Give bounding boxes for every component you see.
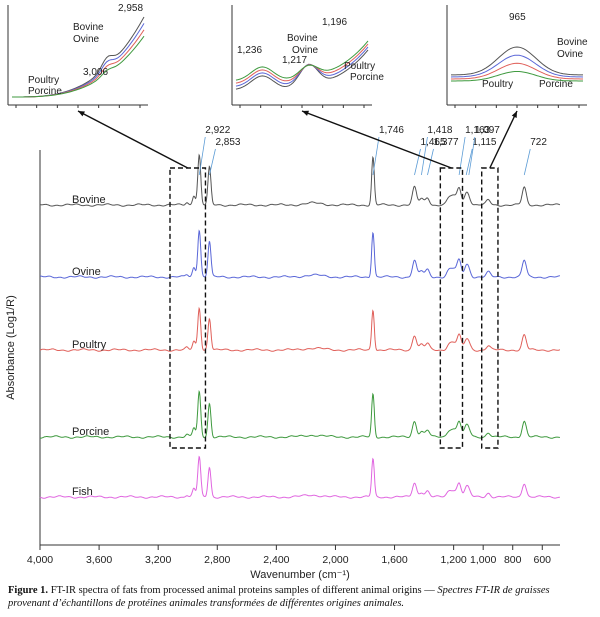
inset-series-line xyxy=(451,71,583,82)
peak-label: 1,115 xyxy=(472,137,497,148)
series-line-ovine xyxy=(40,229,560,279)
zoom-arrow-head xyxy=(511,111,517,118)
caption-french: Spectres FT-IR de graisses provenant d’é… xyxy=(8,585,550,609)
peak-label: 1,418 xyxy=(427,125,452,136)
x-axis-title: Wavenumber (cm⁻¹) xyxy=(250,569,350,581)
x-tick-label: 600 xyxy=(534,554,552,566)
series-label-bovine: Bovine xyxy=(72,194,106,206)
zoom-arrow xyxy=(489,110,518,169)
inset-legend-label: Ovine xyxy=(557,49,584,60)
series-label-porcine: Porcine xyxy=(72,426,109,438)
x-tick-label: 3,600 xyxy=(86,554,112,566)
series-label-fish: Fish xyxy=(72,486,93,498)
series-label-poultry: Poultry xyxy=(72,339,107,351)
x-tick-label: 1,600 xyxy=(381,554,407,566)
series-label-ovine: Ovine xyxy=(72,266,101,278)
y-axis-title: Absorbance (Log1/R) xyxy=(5,295,17,400)
inset-series-line xyxy=(450,54,584,78)
zoom-box xyxy=(481,167,499,449)
x-tick-label: 1,200 xyxy=(440,554,466,566)
inset-peak-label: 1,196 xyxy=(322,17,347,28)
inset-legend-label: Ovine xyxy=(73,34,100,45)
x-tick-label: 2,000 xyxy=(322,554,348,566)
series-line-fish xyxy=(39,455,560,499)
caption-text: FT-IR spectra of fats from processed ani… xyxy=(48,585,438,596)
series-line-porcine xyxy=(40,389,560,439)
peak-leader xyxy=(465,148,473,176)
inset-series-line xyxy=(12,35,145,98)
inset-legend-label: Porcine xyxy=(350,72,384,83)
x-tick-label: 2,400 xyxy=(263,554,289,566)
peak-leader xyxy=(198,136,206,176)
inset-legend-label: Ovine xyxy=(292,45,319,56)
x-tick-label: 1,000 xyxy=(470,554,496,566)
peak-leader xyxy=(414,148,421,176)
x-tick-label: 4,000 xyxy=(27,554,53,566)
zoom-arrow xyxy=(77,110,189,169)
peak-label: 1,377 xyxy=(433,137,458,148)
caption-label: Figure 1. xyxy=(8,585,49,596)
inset-peak-label: 1,236 xyxy=(237,45,262,56)
series-line-bovine xyxy=(39,153,561,207)
zoom-arrow-head xyxy=(302,110,309,116)
inset-peak-label: 965 xyxy=(509,12,526,23)
ftir-figure: 4,000 3,600 3,200 2,800 2,400 2,000 1,600 1,200… xyxy=(5,3,588,581)
inset-legend-label: Bovine xyxy=(287,33,318,44)
inset-legend-label: Porcine xyxy=(28,86,62,97)
peak-leader xyxy=(421,136,428,176)
zoom-arrow-head xyxy=(78,111,85,117)
main-spectra-chart: 4,000 3,600 3,200 2,800 2,400 2,000 1,600 1,200… xyxy=(5,125,561,581)
peak-leader xyxy=(523,148,531,176)
peak-label: 722 xyxy=(530,137,547,148)
peak-leader xyxy=(458,136,466,176)
peak-leader xyxy=(427,148,434,176)
peak-label: 1,163 xyxy=(465,125,490,136)
inset-series-line xyxy=(451,62,583,80)
inset-series-line xyxy=(451,46,583,76)
zoom-arrow xyxy=(301,110,452,169)
inset-legend-label: Porcine xyxy=(539,79,573,90)
inset-legend-label: Poultry xyxy=(344,61,375,72)
inset-peak-label: 1,217 xyxy=(282,55,307,66)
peak-label: 1,746 xyxy=(379,125,404,136)
inset-legend-label: Bovine xyxy=(73,22,104,33)
peak-leader xyxy=(372,136,380,176)
zoom-box xyxy=(439,167,464,449)
inset-series-line xyxy=(235,40,369,81)
inset-legend-label: Poultry xyxy=(28,75,59,86)
x-tick-label: 800 xyxy=(504,554,522,566)
peak-leader xyxy=(468,136,476,176)
inset-charts: 2,9583,006BovineOvinePoultryPorcine1,236… xyxy=(7,3,588,108)
zoom-annotations xyxy=(77,110,518,449)
inset-legend-label: Bovine xyxy=(557,37,588,48)
peak-label: 1,097 xyxy=(475,125,500,136)
series-line-poultry xyxy=(39,306,560,352)
figure-caption: Figure 1. FT-IR spectra of fats from pro… xyxy=(8,584,593,610)
x-tick-label: 2,800 xyxy=(204,554,230,566)
inset-peak-label: 3,006 xyxy=(83,67,108,78)
inset-peak-label: 2,958 xyxy=(118,3,143,14)
x-tick-label: 3,200 xyxy=(145,554,171,566)
peak-label: 2,922 xyxy=(205,125,230,136)
peak-label: 2,853 xyxy=(215,137,240,148)
peak-label: 1,465 xyxy=(420,137,445,148)
inset-legend-label: Poultry xyxy=(482,79,513,90)
peak-leader xyxy=(209,148,216,176)
